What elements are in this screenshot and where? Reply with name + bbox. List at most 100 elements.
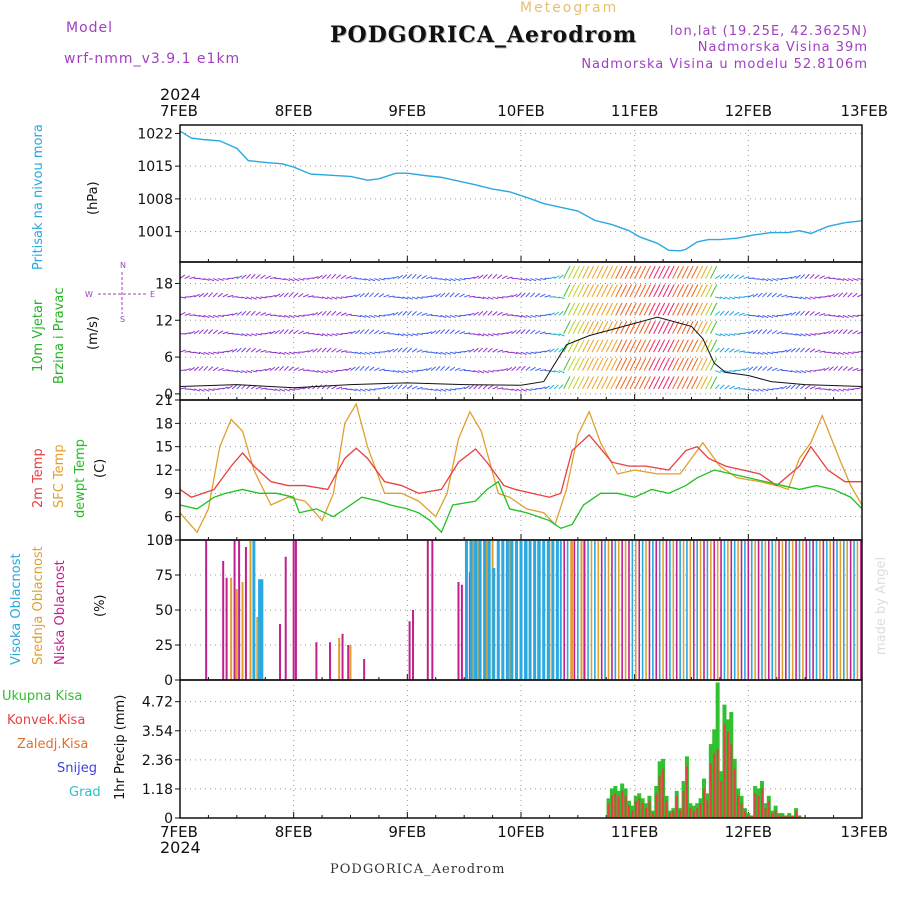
wind-barb — [629, 339, 637, 353]
wind-barb — [686, 376, 694, 390]
wind-barb — [354, 329, 361, 335]
wind-barb — [795, 274, 801, 279]
wind-barb — [567, 265, 576, 279]
wind-barb — [198, 388, 205, 392]
wind-barb — [525, 314, 532, 319]
wind-barb — [729, 311, 735, 316]
wind-barb — [520, 278, 527, 281]
x-tick-label-top: 12FEB — [725, 102, 772, 120]
wind-barb — [331, 310, 337, 316]
wind-barb — [435, 388, 442, 392]
y-tick-label: 25 — [155, 638, 173, 654]
wind-barb — [653, 265, 661, 279]
wind-barb — [288, 351, 295, 355]
wind-barb — [364, 366, 370, 371]
wind-barb — [260, 312, 267, 316]
wind-barb — [492, 370, 499, 372]
conv-precip-bar — [733, 768, 736, 818]
wind-barb — [260, 349, 267, 353]
wind-barb — [236, 347, 242, 353]
x-axis-bottom: 7FEB 8FEB 9FEB 10FEB 11FEB 12FEB 13FEB — [160, 823, 888, 841]
wind-barb — [317, 347, 323, 353]
wind-barb — [700, 302, 708, 316]
wind-barb — [833, 365, 839, 371]
wind-barb — [303, 350, 310, 353]
wind-barb — [709, 321, 718, 334]
y-tick-label: 6 — [164, 350, 173, 366]
wind-barb — [194, 351, 201, 355]
x-tick-label-top: 8FEB — [275, 102, 313, 120]
wind-barb — [392, 370, 399, 373]
wind-barb — [260, 369, 267, 372]
conv-precip-bar — [679, 810, 682, 818]
wind-barb — [762, 351, 769, 355]
wind-barb — [355, 388, 361, 392]
x-axis-top: 7FEB 8FEB 9FEB 10FEB 11FEB 12FEB 13FEB — [160, 102, 888, 120]
wind-barb — [800, 370, 807, 374]
wind-barb — [426, 313, 433, 316]
wind-barb — [241, 370, 248, 374]
wind-barb — [724, 333, 731, 337]
wind-barb — [288, 292, 294, 298]
wind-barb — [411, 273, 417, 279]
wind-barb — [269, 276, 276, 280]
wind-barb — [284, 351, 290, 355]
wind-barb — [535, 314, 542, 318]
wind-barb — [525, 292, 531, 298]
wind-barb — [842, 278, 849, 282]
wind-barb — [520, 292, 526, 298]
wind-barb — [303, 331, 310, 335]
wind-barb — [506, 367, 513, 371]
wind-barb — [482, 370, 489, 374]
wind-barb — [662, 284, 670, 298]
wind-barb — [766, 366, 773, 371]
wind-barb — [482, 274, 488, 279]
wind-barb — [734, 296, 741, 299]
wind-barb — [265, 275, 271, 280]
conv-precip-bar — [760, 788, 763, 818]
wind-barb — [567, 357, 576, 371]
wind-barb — [591, 376, 599, 390]
wind-barb — [331, 296, 338, 300]
wind-barb — [501, 275, 508, 280]
wind-barb — [743, 276, 750, 280]
wind-barb — [397, 347, 403, 353]
wind-barb — [743, 388, 750, 391]
wind-barb — [245, 310, 251, 316]
wind-barb — [558, 296, 565, 300]
wind-barb — [269, 388, 276, 391]
wind-barb — [757, 388, 764, 392]
wind-barb — [473, 384, 479, 390]
wind-barb — [605, 376, 614, 390]
wind-barb — [591, 302, 599, 316]
wind-barb — [539, 278, 546, 280]
wind-barb — [535, 278, 542, 281]
wind-barb — [464, 332, 471, 335]
wind-barb — [591, 265, 599, 279]
wind-barb — [805, 370, 812, 373]
wind-barb — [638, 339, 647, 353]
temp-ylabel3: dewpt Temp — [73, 439, 88, 518]
wind-barb — [497, 311, 503, 316]
wind-barb — [748, 277, 755, 280]
wind-barb — [672, 339, 680, 353]
wind-barb — [283, 365, 289, 371]
wind-barb — [743, 367, 750, 372]
wind-barb — [809, 386, 816, 390]
wind-barb — [392, 311, 399, 316]
wind-barb — [591, 321, 599, 334]
x-tick-label-top: 9FEB — [388, 102, 426, 120]
wind-barb — [194, 388, 201, 392]
wind-barb — [317, 370, 324, 374]
conv-precip-bar — [672, 810, 675, 818]
wind-barb — [497, 387, 504, 390]
wind-barb — [814, 311, 821, 316]
wind-barb — [539, 293, 546, 298]
wind-barb — [643, 265, 651, 279]
wind-barb — [487, 273, 493, 279]
wind-barb — [231, 348, 238, 353]
wind-barb — [468, 276, 475, 280]
wind-barb — [369, 292, 375, 298]
wind-barb — [776, 386, 783, 390]
